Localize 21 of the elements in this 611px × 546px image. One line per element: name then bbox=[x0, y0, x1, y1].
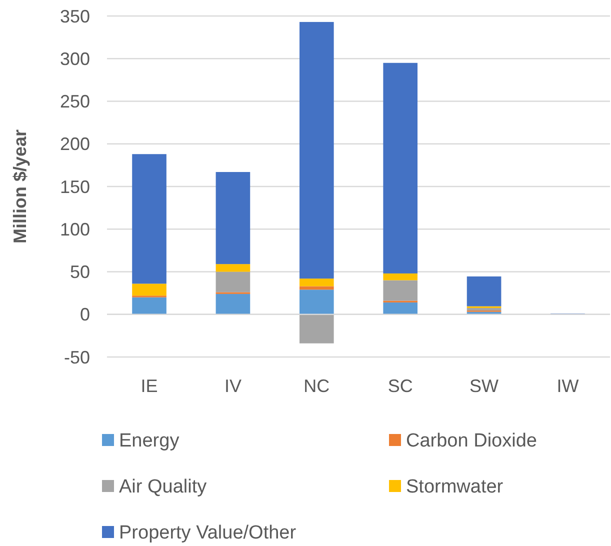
legend-label: Stormwater bbox=[406, 476, 504, 498]
y-axis-title: Million $/year bbox=[10, 129, 30, 244]
legend-label: Energy bbox=[119, 430, 180, 452]
y-tick-label: 200 bbox=[60, 134, 90, 154]
y-tick-label: 300 bbox=[60, 48, 90, 69]
legend-label: Carbon Dioxide bbox=[406, 430, 537, 452]
legend-label: Air Quality bbox=[119, 476, 208, 498]
x-tick-label: IV bbox=[224, 376, 242, 396]
y-tick-label: 250 bbox=[60, 92, 90, 112]
y-tick-label: 50 bbox=[70, 262, 90, 282]
x-tick-label: NC bbox=[304, 376, 330, 396]
y-tick-label: -50 bbox=[64, 347, 90, 368]
y-tick-label: 100 bbox=[60, 219, 90, 240]
x-tick-label: IW bbox=[556, 376, 579, 396]
legend-label: Property Value/Other bbox=[119, 522, 297, 544]
y-tick-label: 150 bbox=[60, 176, 90, 197]
x-tick-label: SW bbox=[470, 376, 499, 396]
y-tick-label: 350 bbox=[60, 6, 90, 26]
y-tick-label: 0 bbox=[80, 304, 90, 325]
x-tick-label: SC bbox=[388, 376, 413, 396]
x-tick-label: IE bbox=[140, 376, 158, 396]
